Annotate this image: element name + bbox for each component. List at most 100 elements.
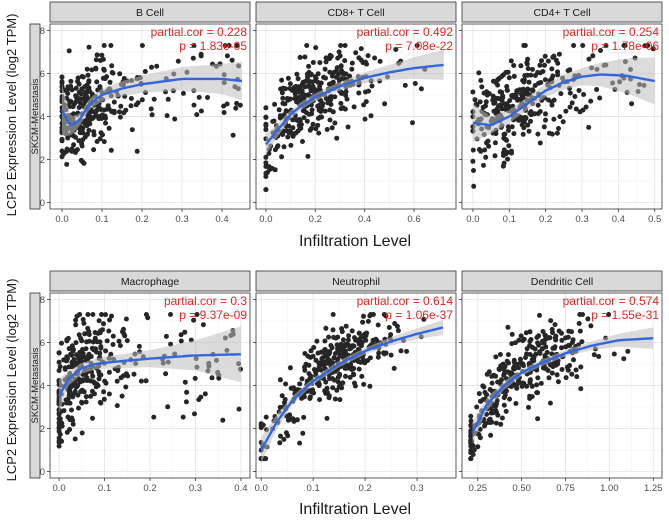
data-point <box>98 344 104 349</box>
data-point <box>101 396 107 402</box>
data-point <box>343 71 349 77</box>
data-point <box>565 68 571 74</box>
data-point <box>82 118 88 124</box>
data-point <box>190 55 196 61</box>
data-point <box>507 98 513 104</box>
data-point <box>183 399 189 405</box>
data-point <box>56 359 62 365</box>
data-point <box>343 92 349 98</box>
data-point <box>586 124 592 130</box>
data-point <box>109 313 114 319</box>
data-point <box>304 43 310 48</box>
data-point <box>468 447 474 453</box>
data-point <box>501 150 506 156</box>
data-point <box>143 378 149 384</box>
data-point <box>82 89 88 95</box>
data-point <box>498 421 504 427</box>
facet-title: Neutrophil <box>332 276 380 288</box>
data-point <box>524 351 530 357</box>
data-point <box>71 101 77 107</box>
data-point <box>606 312 612 317</box>
data-point <box>505 352 511 358</box>
data-point <box>363 89 368 95</box>
data-point <box>277 440 283 446</box>
data-point <box>116 338 122 344</box>
data-point <box>363 99 369 105</box>
data-point <box>107 317 112 323</box>
data-point <box>361 381 367 387</box>
data-point <box>621 356 627 362</box>
data-point <box>111 99 117 105</box>
data-point <box>388 332 394 338</box>
data-point <box>78 91 84 97</box>
confidence-ribbon <box>62 61 242 136</box>
data-point <box>317 84 323 90</box>
data-point <box>489 380 495 386</box>
data-point <box>138 378 144 384</box>
data-point <box>307 127 313 133</box>
data-point <box>358 46 364 52</box>
data-point <box>528 72 534 78</box>
data-point <box>317 60 323 66</box>
data-point <box>374 338 380 344</box>
data-point <box>71 142 77 148</box>
data-point <box>517 87 523 93</box>
data-point <box>512 366 517 372</box>
data-point <box>309 79 315 85</box>
data-point <box>470 147 476 153</box>
data-point <box>471 183 477 189</box>
data-point <box>304 71 310 77</box>
data-point <box>101 321 106 327</box>
data-point <box>101 389 107 395</box>
data-point <box>343 323 349 329</box>
data-point <box>567 104 573 110</box>
data-point <box>537 350 543 356</box>
facet-title: CD4+ T Cell <box>533 7 590 19</box>
data-point <box>569 371 575 377</box>
data-point <box>478 398 484 404</box>
data-point <box>294 71 300 77</box>
facet-title: Dendritic Cell <box>531 276 593 288</box>
y-tick-label: 4 <box>40 381 45 392</box>
data-point <box>303 110 309 116</box>
data-point <box>110 342 116 347</box>
data-point <box>532 73 538 78</box>
data-point <box>263 187 269 193</box>
data-point <box>526 128 532 134</box>
data-point <box>573 367 579 373</box>
data-point <box>307 388 313 394</box>
facet-strip <box>461 1 663 23</box>
data-point <box>106 328 112 334</box>
data-point <box>501 402 507 408</box>
data-point <box>509 341 515 347</box>
data-point <box>128 103 134 109</box>
data-point <box>555 60 561 66</box>
data-point <box>497 102 503 108</box>
data-point <box>104 74 110 80</box>
data-point <box>263 414 269 420</box>
data-point <box>546 130 552 136</box>
data-point <box>79 96 85 102</box>
x-tick-label: 1.25 <box>644 483 663 494</box>
data-point <box>221 103 227 109</box>
x-tick-label: 1.00 <box>600 483 619 494</box>
data-point <box>73 340 79 346</box>
data-point <box>505 324 511 330</box>
data-point <box>205 95 210 100</box>
x-axis-title-top: Infiltration Level <box>299 233 411 250</box>
data-point <box>331 355 337 361</box>
data-point <box>94 79 100 85</box>
data-point <box>103 115 108 121</box>
data-point <box>328 81 334 86</box>
data-point <box>297 440 303 446</box>
data-point <box>315 350 321 356</box>
data-point <box>69 352 75 358</box>
data-point <box>334 387 340 393</box>
data-point <box>501 372 507 378</box>
data-point <box>69 392 75 397</box>
data-point <box>468 456 474 462</box>
data-point <box>72 389 78 394</box>
data-point <box>272 167 278 173</box>
